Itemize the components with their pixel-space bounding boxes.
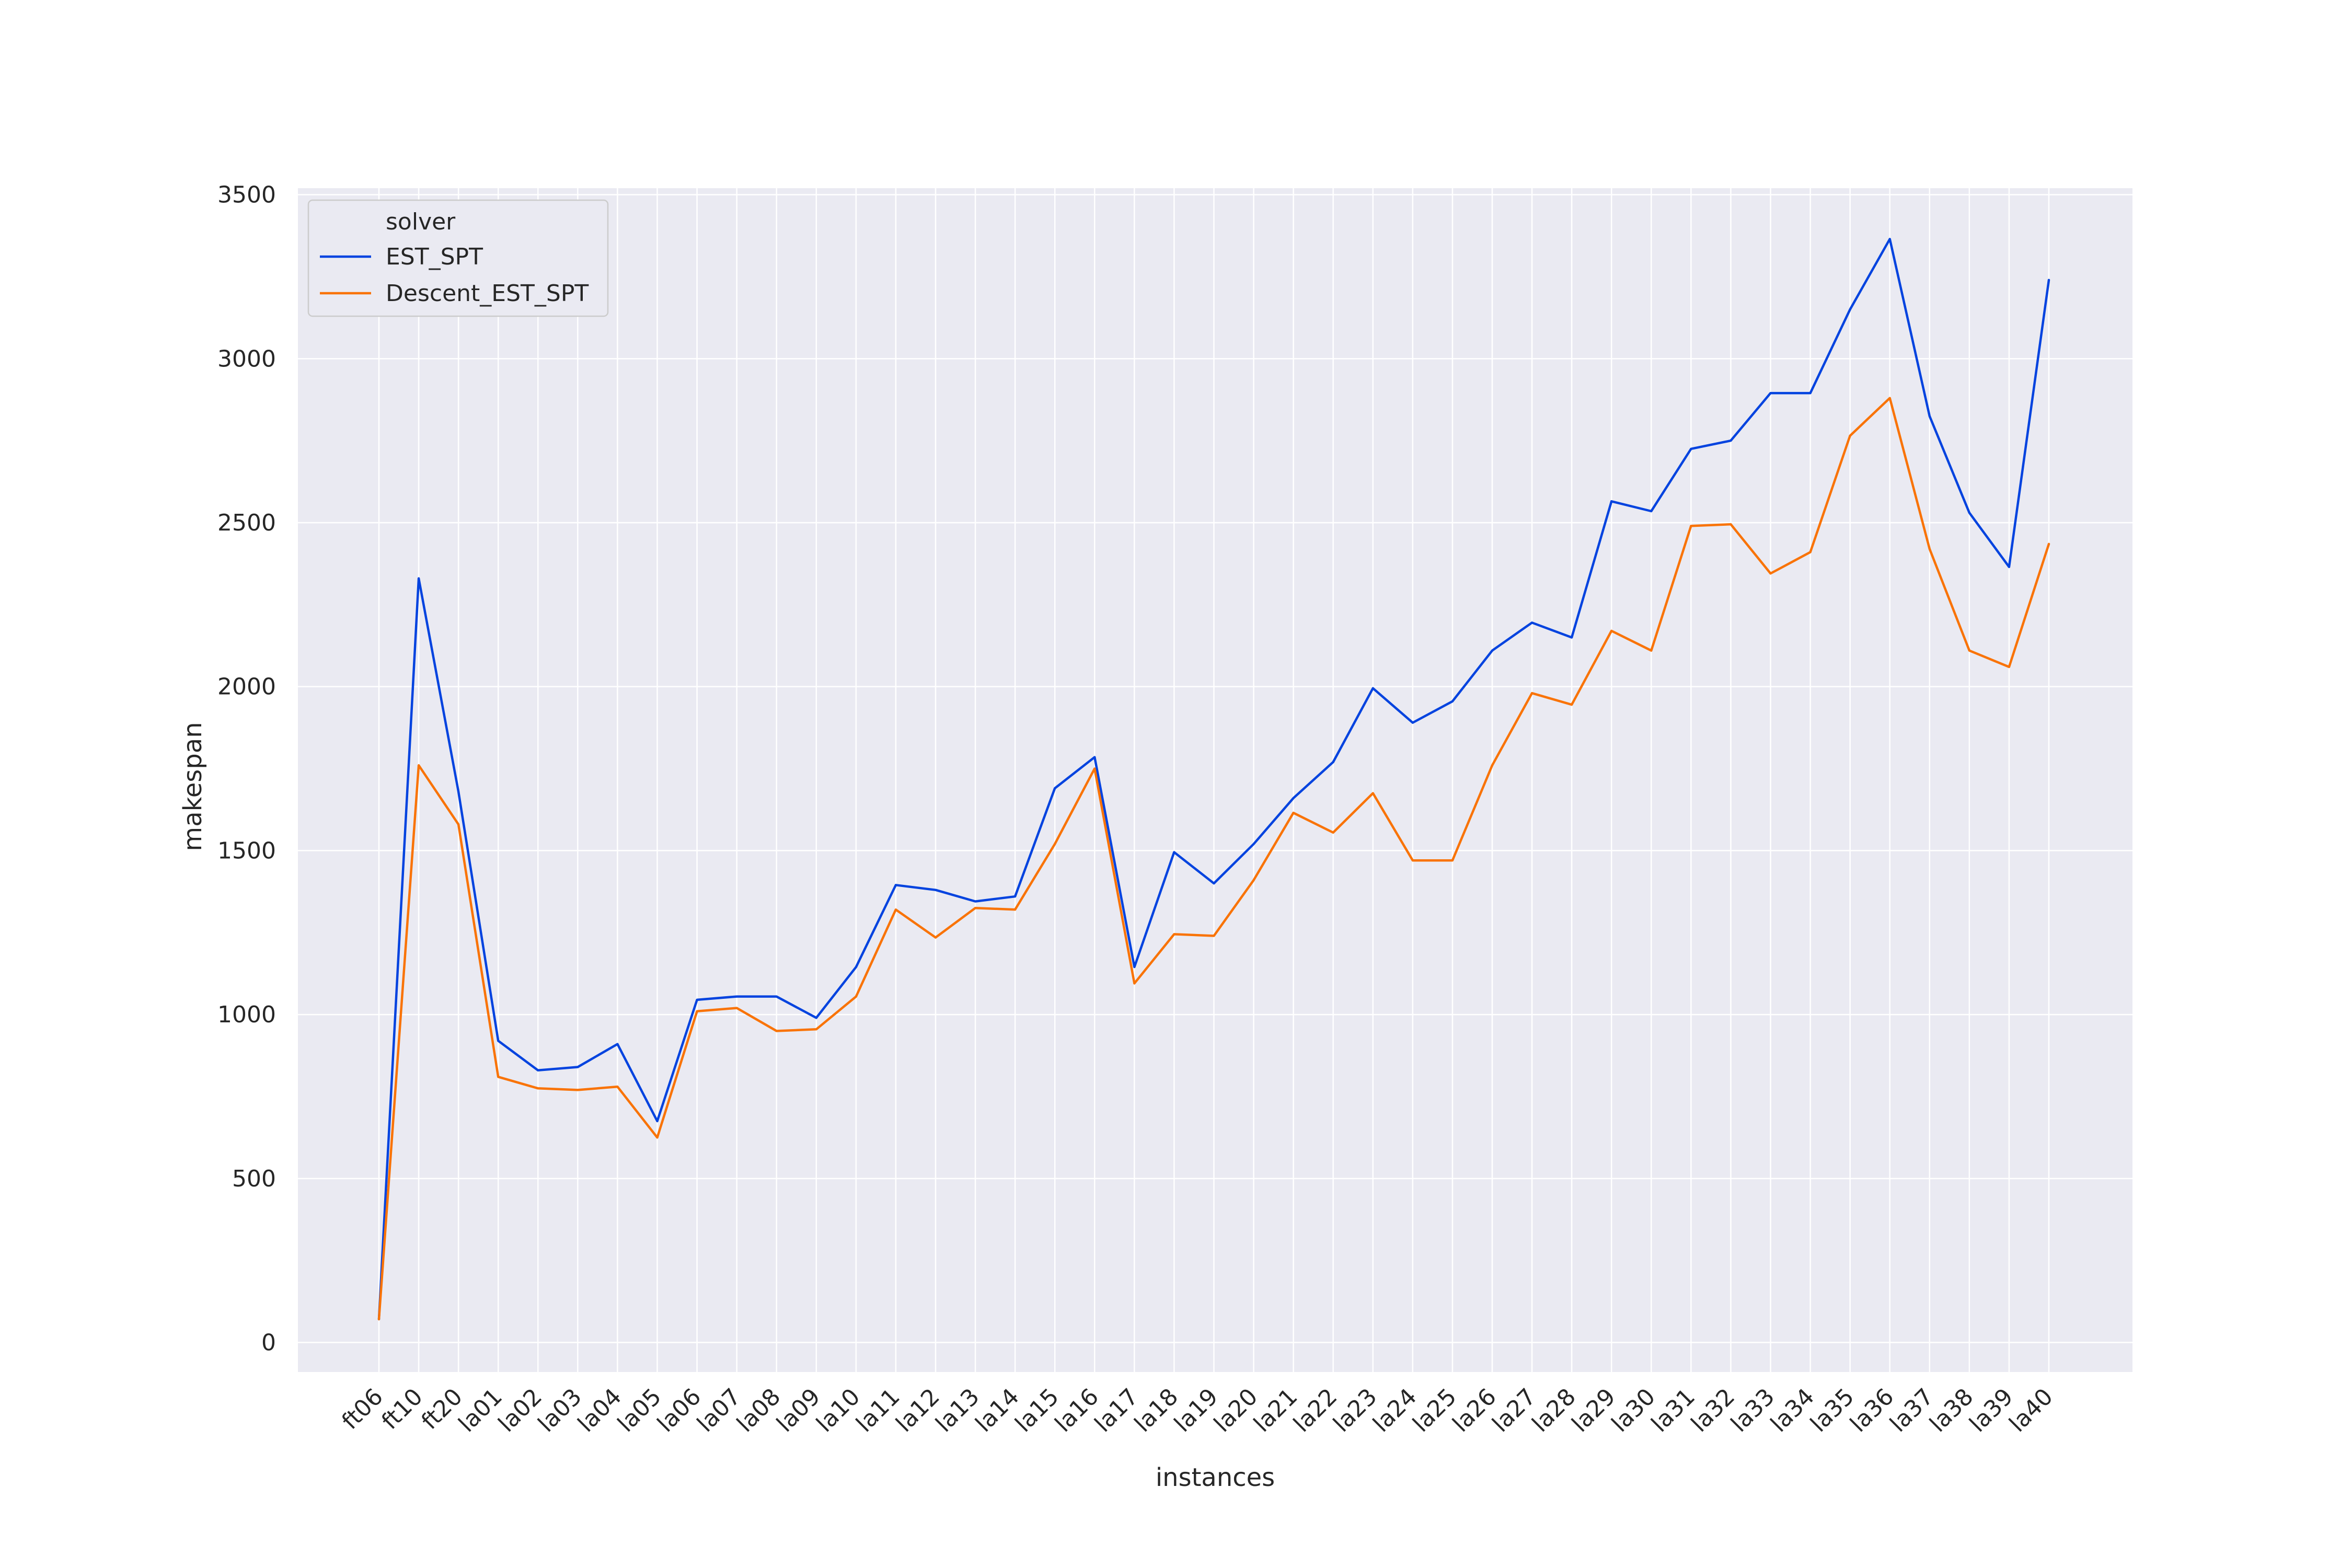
x-tick-label: la19 [1169, 1383, 1223, 1437]
x-tick-label: la17 [1090, 1383, 1144, 1437]
x-tick-label: la40 [2004, 1383, 2058, 1437]
y-tick-labels: 0 500 1000 1500 2000 2500 3000 3500 [217, 182, 276, 1356]
x-tick-label: la21 [1249, 1383, 1302, 1437]
y-tick-label: 0 [261, 1330, 276, 1356]
x-tick-label: la35 [1805, 1383, 1859, 1437]
series-line-descent-est-spt [377, 397, 2050, 1321]
x-tick-label: la31 [1646, 1383, 1700, 1437]
x-tick-label: la05 [613, 1383, 666, 1437]
x-tick-label: la02 [493, 1383, 547, 1437]
legend-title: solver [386, 209, 456, 235]
x-tick-label: la07 [692, 1383, 746, 1437]
series-line-est-spt [377, 238, 2050, 1321]
x-tick-label: la22 [1288, 1383, 1342, 1437]
x-tick-label: ft20 [417, 1383, 468, 1435]
x-tick-label: la24 [1368, 1383, 1422, 1437]
x-tick-label: la08 [732, 1383, 786, 1437]
x-tick-label: la06 [652, 1383, 706, 1437]
y-gridlines [298, 194, 2132, 1343]
x-tick-label: la11 [851, 1383, 905, 1437]
x-tick-label: la03 [533, 1383, 587, 1437]
plot-area [298, 188, 2132, 1372]
x-tick-label: la15 [1010, 1383, 1064, 1437]
x-tick-label: la33 [1726, 1383, 1780, 1437]
y-tick-label: 1500 [217, 837, 276, 864]
x-tick-label: la13 [930, 1383, 984, 1437]
x-tick-label: la36 [1845, 1383, 1899, 1437]
y-tick-label: 2500 [217, 510, 276, 536]
x-tick-label: la28 [1527, 1383, 1581, 1437]
x-tick-label: la09 [771, 1383, 825, 1437]
y-axis-label: makespan [178, 722, 207, 851]
legend-label-est-spt: EST_SPT [386, 244, 483, 270]
x-tick-label: la20 [1209, 1383, 1263, 1437]
x-tick-label: la18 [1129, 1383, 1183, 1437]
y-tick-label: 1000 [217, 1001, 276, 1028]
x-tick-label: la39 [1964, 1383, 2018, 1437]
x-tick-label: la34 [1766, 1383, 1819, 1437]
x-axis-label: instances [1156, 1463, 1275, 1492]
x-tick-label: la25 [1408, 1383, 1461, 1437]
y-tick-label: 3500 [217, 182, 276, 209]
x-tick-label: la30 [1607, 1383, 1661, 1437]
x-tick-label: la14 [971, 1383, 1024, 1437]
x-tick-label: la10 [811, 1383, 865, 1437]
legend: solver EST_SPT Descent_EST_SPT [307, 199, 609, 317]
x-tick-label: la38 [1924, 1383, 1978, 1437]
x-tick-label: la29 [1567, 1383, 1621, 1437]
x-tick-label: ft06 [337, 1383, 388, 1435]
y-tick-label: 3000 [217, 345, 276, 372]
y-tick-label: 500 [232, 1166, 276, 1192]
x-tick-label: ft10 [377, 1383, 428, 1435]
x-tick-label: la32 [1686, 1383, 1740, 1437]
x-tick-labels: ft06ft10ft20la01la02la03la04la05la06la07… [337, 1383, 2058, 1437]
x-gridlines [378, 188, 2050, 1372]
x-tick-label: la27 [1487, 1383, 1541, 1437]
x-tick-label: la23 [1328, 1383, 1382, 1437]
series-lines [377, 238, 2050, 1321]
x-tick-label: la01 [454, 1383, 508, 1437]
legend-label-descent-est-spt: Descent_EST_SPT [386, 280, 589, 307]
x-tick-label: la37 [1885, 1383, 1939, 1437]
legend-box [307, 199, 609, 317]
y-tick-label: 2000 [217, 674, 276, 700]
x-tick-label: la16 [1050, 1383, 1104, 1437]
x-tick-label: la04 [573, 1383, 627, 1437]
x-tick-label: la12 [891, 1383, 944, 1437]
x-tick-label: la26 [1447, 1383, 1501, 1437]
